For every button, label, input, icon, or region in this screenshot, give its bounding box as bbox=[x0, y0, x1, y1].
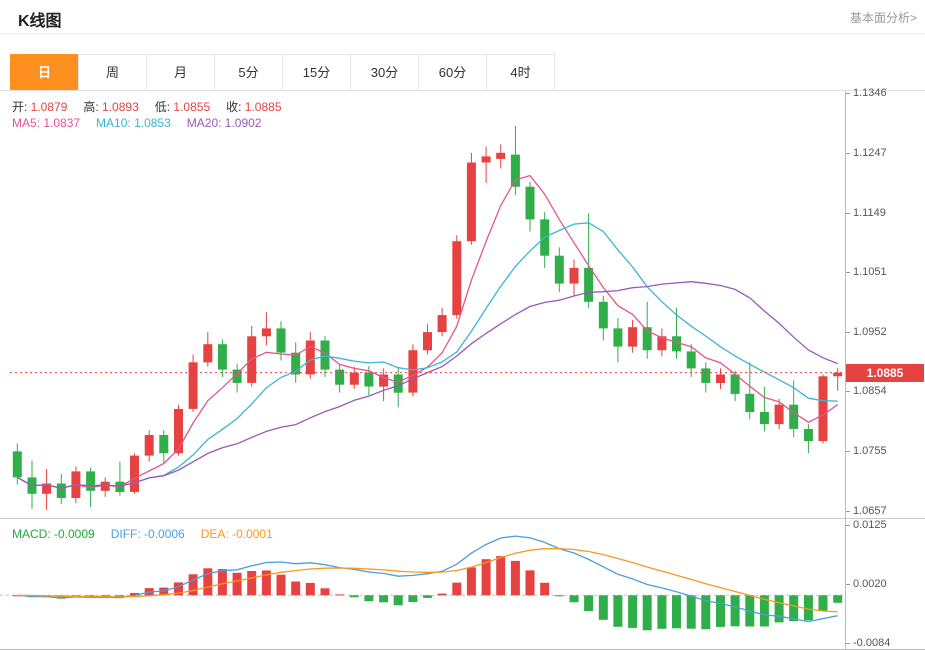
tab-item-7[interactable]: 4时 bbox=[486, 54, 555, 91]
price-axis: 1.1346 1.1247 1.1149 1.1051 1.0952 1.0854 1.07… bbox=[845, 87, 925, 518]
panel-divider bbox=[0, 518, 925, 519]
price-axis-label: 1.0657 bbox=[845, 504, 887, 518]
price-axis-label: 1.1247 bbox=[845, 146, 887, 160]
legend-item: MA5: 1.0837 bbox=[12, 116, 81, 130]
axis-divider bbox=[845, 91, 846, 649]
legend-item: 低: 1.0855 bbox=[154, 100, 211, 114]
price-axis-label: 1.1149 bbox=[845, 206, 886, 220]
legend-item: DIFF: -0.0006 bbox=[110, 527, 185, 541]
macd-axis-label: -0.0084 bbox=[845, 636, 890, 650]
legend-item: MA10: 1.0853 bbox=[96, 116, 171, 130]
ohlc-legend: 开: 1.0879 高: 1.0893 低: 1.0855 收: 1.0885 bbox=[12, 98, 298, 115]
legend-item: 高: 1.0893 bbox=[83, 100, 139, 114]
price-axis-label: 1.1051 bbox=[845, 265, 887, 279]
price-axis-label: 1.1346 bbox=[845, 86, 887, 100]
timeframe-tab-bar: 日周月 5分 15分 30分 60分 4时 bbox=[10, 54, 555, 91]
macd-legend: MACD: -0.0009 DIFF: -0.0006 DEA: -0.0001 bbox=[12, 527, 289, 541]
macd-chart[interactable] bbox=[0, 519, 845, 649]
tab-item-1[interactable]: 周 bbox=[78, 54, 147, 91]
legend-item: DEA: -0.0001 bbox=[200, 527, 273, 541]
tab-item-6[interactable]: 60分 bbox=[418, 54, 487, 91]
legend-item: MA20: 1.0902 bbox=[186, 116, 262, 130]
macd-axis: 0.0125 0.0020 -0.0084 bbox=[845, 519, 925, 649]
page-title: K线图 bbox=[18, 13, 62, 30]
macd-axis-label: 0.0020 bbox=[845, 577, 887, 591]
chart-frame: 开: 1.0879 高: 1.0893 低: 1.0855 收: 1.0885 MA5… bbox=[0, 87, 925, 650]
tab-item-3[interactable]: 5分 bbox=[214, 54, 283, 91]
tab-item-2[interactable]: 月 bbox=[146, 54, 215, 91]
price-axis-label: 1.0952 bbox=[845, 325, 887, 339]
price-axis-label: 1.0755 bbox=[845, 444, 887, 458]
price-axis-label: 1.0854 bbox=[845, 384, 887, 398]
tab-item-0[interactable]: 日 bbox=[10, 54, 79, 91]
current-price-badge: 1.0885 bbox=[846, 363, 924, 382]
fundamental-analysis-link[interactable]: 基本面分析> bbox=[849, 11, 917, 25]
tab-item-4[interactable]: 15分 bbox=[282, 54, 351, 91]
header: K线图 基本面分析> bbox=[0, 0, 925, 34]
legend-item: 开: 1.0879 bbox=[12, 100, 68, 114]
ma-legend: MA5: 1.0837 MA10: 1.0853 MA20: 1.0902 bbox=[12, 116, 277, 130]
legend-item: 收: 1.0885 bbox=[226, 100, 282, 114]
kline-chart[interactable] bbox=[0, 91, 845, 518]
tab-item-5[interactable]: 30分 bbox=[350, 54, 419, 91]
macd-axis-label: 0.0125 bbox=[845, 518, 887, 532]
legend-item: MACD: -0.0009 bbox=[12, 527, 95, 541]
